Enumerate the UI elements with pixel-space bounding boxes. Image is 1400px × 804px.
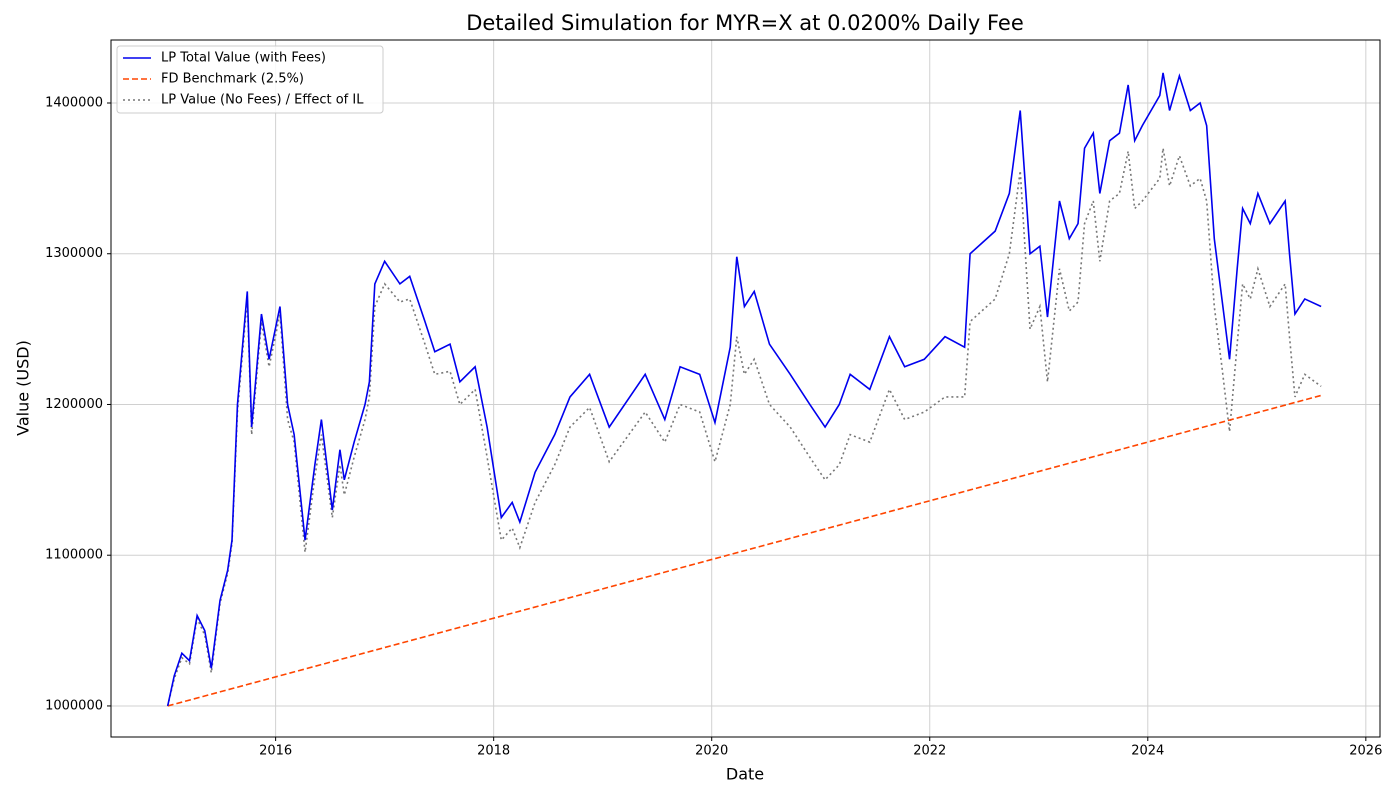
y-axis-label: Value (USD)	[14, 340, 33, 436]
y-tick-label: 1100000	[45, 548, 103, 563]
plot-frame	[110, 39, 1381, 738]
legend-label: FD Benchmark (2.5%)	[161, 72, 304, 87]
x-tick-label: 2022	[913, 744, 946, 759]
y-tick-label: 1300000	[45, 246, 103, 261]
x-axis-label: Date	[726, 765, 764, 784]
legend-label: LP Total Value (with Fees)	[161, 51, 326, 66]
x-tick-label: 2026	[1349, 744, 1382, 759]
y-tick-label: 1400000	[45, 96, 103, 111]
series-line	[166, 72, 1322, 707]
x-tick-label: 2018	[477, 744, 510, 759]
y-tick-label: 1000000	[45, 698, 103, 713]
chart-title: Detailed Simulation for MYR=X at 0.0200%…	[466, 11, 1024, 35]
y-tick-label: 1200000	[45, 397, 103, 412]
x-tick-label: 2016	[259, 744, 292, 759]
series-line	[166, 148, 1322, 707]
legend-box	[116, 45, 384, 114]
series-line	[167, 394, 1322, 707]
x-tick-label: 2024	[1131, 744, 1164, 759]
x-tick-label: 2020	[695, 744, 728, 759]
legend-label: LP Value (No Fees) / Effect of IL	[161, 93, 364, 108]
